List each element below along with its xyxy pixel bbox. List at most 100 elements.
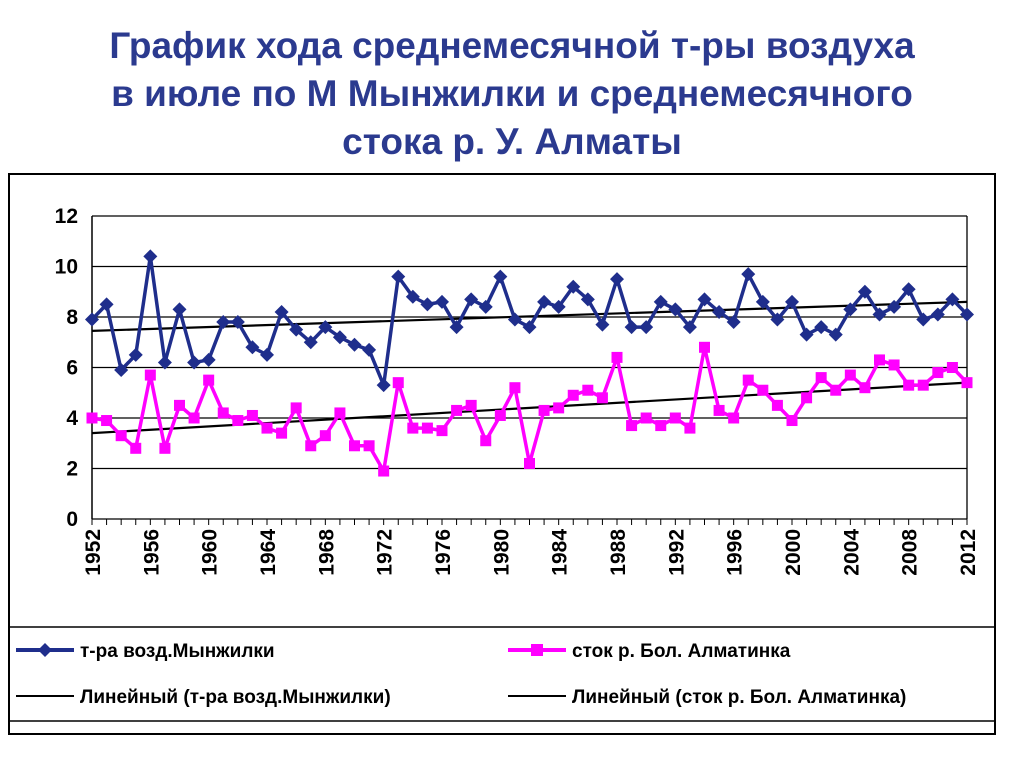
data-point-temp — [274, 304, 289, 319]
data-point-temp — [697, 292, 712, 307]
data-point-flow — [801, 392, 813, 404]
data-point-flow — [699, 341, 710, 353]
data-point-temp — [435, 294, 449, 309]
data-point-flow — [582, 384, 594, 396]
data-point-flow — [684, 422, 696, 434]
data-point-flow — [378, 465, 390, 477]
data-point-temp — [376, 378, 391, 393]
data-point-flow — [888, 359, 900, 371]
data-point-flow — [917, 379, 929, 391]
x-tick-label: 1968 — [315, 529, 338, 576]
data-point-temp — [128, 347, 143, 362]
line-chart: 0 2 4 6 8 10 12 1952 1956 1960 1964 1968 1972 1976 198… — [10, 205, 994, 722]
data-point-flow — [305, 440, 317, 452]
data-point-temp — [537, 294, 552, 309]
data-point-temp — [391, 269, 406, 284]
title-line-3: стока р. У. Алматы — [342, 121, 682, 162]
grid-layer — [92, 215, 967, 520]
data-point-temp — [493, 269, 508, 284]
data-point-temp — [551, 299, 566, 314]
data-point-flow — [246, 409, 258, 421]
data-point-flow — [349, 440, 360, 452]
x-tick-label: 1980 — [490, 529, 513, 576]
data-point-flow — [932, 367, 944, 379]
x-tick-label: 1988 — [607, 529, 630, 576]
data-point-flow — [524, 457, 535, 469]
data-point-flow — [655, 420, 667, 432]
data-point-temp — [216, 315, 231, 330]
x-tick-label: 1952 — [82, 529, 105, 576]
data-point-temp — [507, 312, 522, 327]
data-point-flow — [596, 392, 608, 404]
x-tick-label: 2004 — [840, 529, 863, 576]
data-point-flow — [232, 415, 244, 427]
data-point-temp — [595, 317, 610, 332]
data-point-temp — [347, 337, 362, 352]
data-point-temp — [114, 363, 129, 378]
data-point-flow — [421, 422, 433, 434]
data-point-flow — [567, 389, 579, 401]
data-point-temp — [682, 320, 697, 335]
data-point-temp — [653, 294, 668, 309]
data-point-flow — [626, 420, 638, 432]
data-point-flow — [786, 415, 798, 427]
data-point-temp — [887, 299, 902, 314]
slide-title: График хода среднемесячной т-ры воздуха … — [0, 22, 1024, 166]
y-tick-label: 12 — [55, 205, 78, 228]
y-tick-label: 4 — [66, 407, 78, 430]
y-tick-label: 6 — [66, 357, 78, 380]
data-point-temp — [405, 289, 420, 304]
y-tick-label: 2 — [66, 458, 78, 481]
data-point-temp — [566, 279, 581, 294]
data-point-flow — [101, 415, 113, 427]
data-point-flow — [86, 412, 98, 424]
title-line-1: График хода среднемесячной т-ры воздуха — [109, 25, 915, 66]
data-point-temp — [799, 327, 814, 342]
y-tick-label: 8 — [66, 306, 78, 329]
x-tick-label: 2000 — [782, 529, 805, 576]
data-point-flow — [465, 399, 477, 411]
data-point-flow — [844, 369, 856, 381]
square-marker-icon — [531, 644, 543, 656]
data-point-flow — [903, 379, 915, 391]
data-point-flow — [392, 377, 404, 389]
data-point-temp — [610, 272, 624, 287]
data-point-temp — [260, 347, 274, 362]
data-point-temp — [712, 304, 727, 319]
data-point-temp — [289, 322, 304, 337]
legend-item-flow-trend: Линейный (сток р. Бол. Алматинка) — [508, 687, 906, 708]
data-point-temp — [639, 320, 654, 335]
y-tick-label: 10 — [55, 256, 78, 279]
data-point-flow — [509, 382, 521, 394]
data-point-temp — [332, 330, 347, 345]
legend-label-temp: т-ра возд.Мынжилки — [80, 641, 275, 662]
x-tick-label: 1972 — [374, 529, 397, 576]
x-tick-label: 1956 — [140, 529, 163, 576]
data-point-temp — [624, 320, 639, 335]
data-point-flow — [436, 425, 448, 437]
data-point-temp — [872, 307, 887, 322]
title-line-2: в июле по М Мынжилки и среднемесячного — [111, 73, 913, 114]
data-point-temp — [449, 320, 464, 335]
data-point-flow — [203, 374, 215, 386]
legend: т-ра возд.Мынжилки сток р. Бол. Алматинк… — [10, 626, 994, 722]
data-point-temp — [930, 307, 945, 322]
data-point-flow — [261, 422, 273, 434]
data-point-temp — [478, 299, 493, 314]
data-point-flow — [451, 404, 463, 416]
x-tick-label: 1964 — [257, 529, 280, 576]
data-point-flow — [494, 409, 506, 421]
data-point-flow — [319, 430, 331, 442]
data-point-temp — [157, 355, 172, 370]
data-point-flow — [290, 402, 302, 414]
data-point-flow — [830, 384, 842, 396]
data-point-flow — [713, 404, 725, 416]
data-point-flow — [946, 362, 958, 373]
data-point-temp — [143, 249, 158, 264]
legend-label-flow: сток р. Бол. Алматинка — [572, 641, 791, 662]
data-point-temp — [303, 335, 318, 350]
data-point-temp — [668, 302, 683, 317]
data-point-temp — [770, 312, 785, 327]
diamond-marker-icon — [38, 643, 52, 657]
x-tick-label: 1976 — [432, 529, 455, 576]
